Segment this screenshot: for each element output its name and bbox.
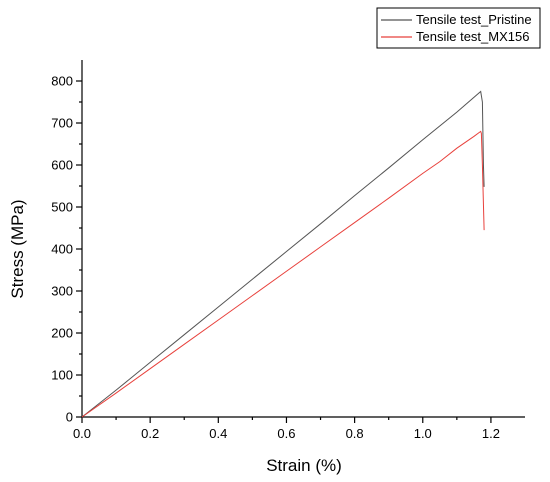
y-ticks: 0 100 200 300 400 500 600 700 800 — [51, 74, 82, 425]
legend: Tensile test_Pristine Tensile test_MX156 — [376, 7, 541, 49]
x-tick-label: 0.2 — [141, 426, 159, 441]
x-axis-title: Strain (%) — [266, 456, 342, 475]
legend-label-mx156: Tensile test_MX156 — [416, 29, 529, 44]
x-tick-label: 0.0 — [73, 426, 91, 441]
y-tick-label: 800 — [51, 74, 73, 89]
y-tick-label: 100 — [51, 368, 73, 383]
x-ticks: 0.0 0.2 0.4 0.6 0.8 1.0 1.2 — [73, 417, 500, 441]
legend-label-pristine: Tensile test_Pristine — [416, 12, 532, 27]
legend-box — [376, 7, 541, 49]
x-tick-label: 1.0 — [414, 426, 432, 441]
x-tick-label: 0.6 — [277, 426, 295, 441]
y-tick-label: 400 — [51, 242, 73, 257]
y-tick-label: 300 — [51, 284, 73, 299]
y-tick-label: 500 — [51, 200, 73, 215]
y-tick-label: 600 — [51, 158, 73, 173]
y-tick-label: 0 — [66, 410, 73, 425]
series-line-pristine — [81, 90, 485, 418]
y-tick-label: 200 — [51, 326, 73, 341]
y-axis-title: Stress (MPa) — [8, 199, 27, 298]
series-layer — [81, 90, 485, 418]
y-tick-label: 700 — [51, 116, 73, 131]
x-tick-label: 1.2 — [482, 426, 500, 441]
series-line-mx156 — [81, 130, 485, 418]
x-tick-label: 0.8 — [346, 426, 364, 441]
axes — [81, 60, 525, 418]
x-tick-label: 0.4 — [209, 426, 227, 441]
